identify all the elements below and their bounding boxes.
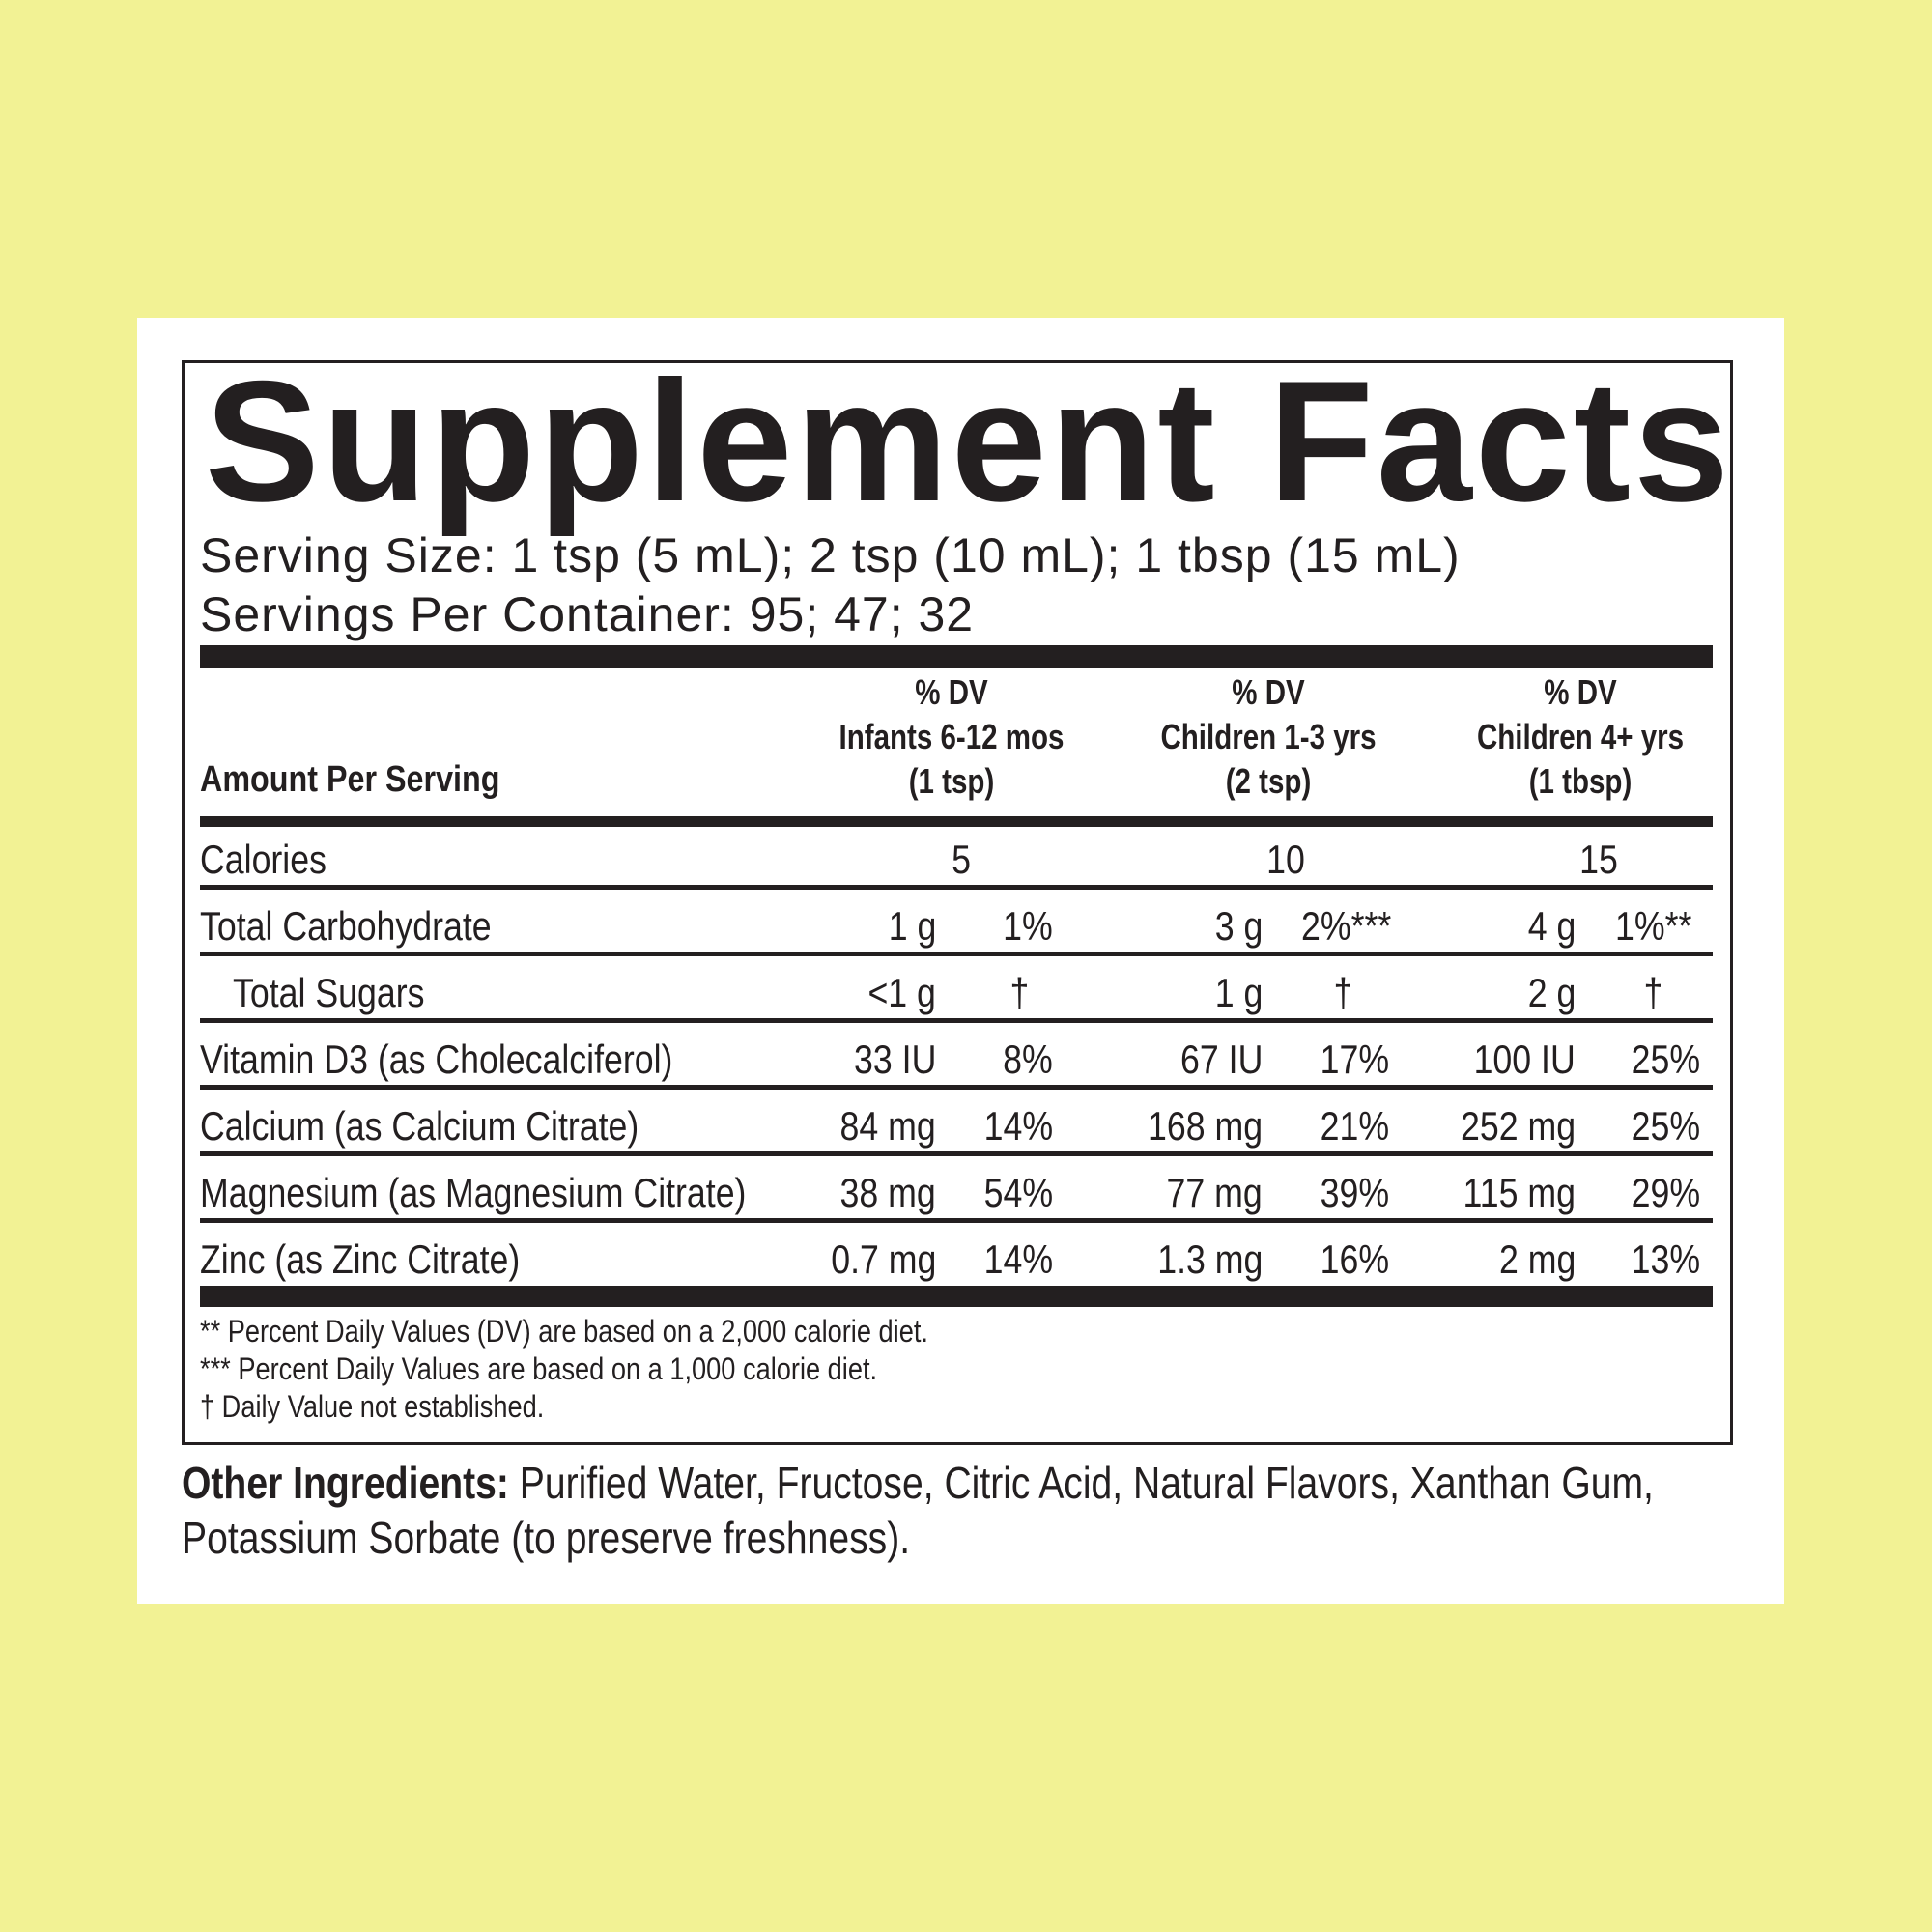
amount: 0.7 mg	[830, 1236, 936, 1282]
amount: 67 IU	[1179, 1037, 1263, 1082]
percent-dv: †	[1333, 970, 1352, 1015]
group-label: Infants 6-12 mos	[838, 717, 1065, 756]
dv-label: % DV	[1232, 672, 1305, 712]
calories-children-4plus: 15	[1579, 837, 1618, 882]
other-ingredients: Other Ingredients: Purified Water, Fruct…	[182, 1461, 1654, 1505]
amount: 100 IU	[1473, 1037, 1576, 1082]
amount: 115 mg	[1463, 1170, 1576, 1215]
footnote-marker: ***	[1350, 903, 1392, 949]
amount: 3 g	[1214, 903, 1263, 949]
serving-label: (2 tsp)	[1225, 761, 1312, 801]
group-label: Children 1-3 yrs	[1160, 717, 1377, 756]
percent-dv: 25%	[1631, 1103, 1700, 1149]
amount: 33 IU	[853, 1037, 936, 1082]
header-divider	[200, 816, 1713, 827]
percent-dv: 54%	[983, 1170, 1053, 1215]
other-ingredients-continued: Potassium Sorbate (to preserve freshness…	[182, 1513, 911, 1563]
amount: 38 mg	[839, 1170, 936, 1215]
nutrient-row: Zinc (as Zinc Citrate) 0.7 mg 14% 1.3 mg…	[200, 1227, 1713, 1291]
footnote-2000-calorie: ** Percent Daily Values (DV) are based o…	[200, 1314, 928, 1349]
row-label: Total Carbohydrate	[200, 903, 492, 949]
amount: 84 mg	[839, 1103, 936, 1149]
percent-dv: 29%	[1631, 1170, 1700, 1215]
nutrient-row: Vitamin D3 (as Cholecalciferol) 33 IU 8%…	[200, 1027, 1713, 1091]
serving-size: Serving Size: 1 tsp (5 mL); 2 tsp (10 mL…	[200, 528, 1461, 582]
thick-divider	[200, 645, 1713, 668]
nutrient-row: Total Carbohydrate 1 g 1% 3 g 2%*** 4 g …	[200, 894, 1713, 957]
row-divider	[200, 1018, 1713, 1023]
footnote-dv-not-established: † Daily Value not established.	[200, 1389, 545, 1424]
column-header-children-1-3: % DV Children 1-3 yrs (2 tsp)	[1150, 670, 1387, 804]
percent-value: 1%	[1003, 903, 1053, 949]
label-title: Supplement Facts	[205, 345, 1733, 537]
percent-dv: 8%	[1003, 1037, 1053, 1082]
other-ingredients-label: Other Ingredients:	[182, 1458, 509, 1508]
percent-dv: 2%***	[1301, 903, 1391, 950]
serving-label: (1 tbsp)	[1528, 761, 1633, 801]
percent-value: 1%	[1615, 903, 1665, 949]
amount: 168 mg	[1147, 1103, 1263, 1149]
percent-dv: 1%	[1003, 903, 1053, 950]
column-header-infants: % DV Infants 6-12 mos (1 tsp)	[833, 670, 1070, 804]
row-label: Zinc (as Zinc Citrate)	[200, 1236, 521, 1282]
amount: 1 g	[1214, 970, 1263, 1015]
row-divider	[200, 952, 1713, 956]
row-label: Vitamin D3 (as Cholecalciferol)	[200, 1037, 673, 1082]
servings-per-container: Servings Per Container: 95; 47; 32	[200, 587, 975, 641]
amount-per-serving-heading: Amount Per Serving	[200, 759, 500, 800]
percent-dv: 21%	[1320, 1103, 1389, 1149]
other-ingredients-text: Purified Water, Fructose, Citric Acid, N…	[508, 1458, 1654, 1508]
dv-label: % DV	[1544, 672, 1617, 712]
row-divider	[200, 885, 1713, 890]
row-divider	[200, 1085, 1713, 1090]
amount: 252 mg	[1460, 1103, 1576, 1149]
amount: 2 mg	[1498, 1236, 1576, 1282]
percent-dv: 14%	[983, 1103, 1053, 1149]
percent-dv: 39%	[1320, 1170, 1389, 1215]
footnote-1000-calorie: *** Percent Daily Values are based on a …	[200, 1351, 878, 1386]
group-label: Children 4+ yrs	[1476, 717, 1685, 756]
percent-dv: 25%	[1631, 1037, 1700, 1082]
percent-dv: 16%	[1320, 1236, 1389, 1282]
percent-dv: †	[1643, 970, 1662, 1015]
amount: 77 mg	[1166, 1170, 1263, 1215]
percent-dv: †	[1009, 970, 1029, 1015]
nutrient-row: Total Sugars <1 g † 1 g † 2 g †	[200, 960, 1713, 1024]
amount: <1 g	[867, 970, 936, 1015]
percent-value: 2%	[1301, 903, 1351, 949]
amount: 1 g	[888, 903, 936, 949]
row-label: Calories	[200, 837, 327, 882]
calories-children-1-3: 10	[1266, 837, 1305, 882]
dv-label: % DV	[915, 672, 988, 712]
row-divider	[200, 1151, 1713, 1156]
percent-dv: 13%	[1631, 1236, 1700, 1282]
amount: 2 g	[1527, 970, 1576, 1015]
percent-dv: 1%**	[1615, 903, 1691, 950]
row-label: Magnesium (as Magnesium Citrate)	[200, 1170, 747, 1215]
nutrient-row: Calcium (as Calcium Citrate) 84 mg 14% 1…	[200, 1094, 1713, 1157]
row-label: Total Sugars	[233, 970, 425, 1015]
amount: 1.3 mg	[1156, 1236, 1263, 1282]
calories-row: Calories 5 10 15	[200, 827, 1713, 891]
row-label: Calcium (as Calcium Citrate)	[200, 1103, 639, 1149]
nutrient-row: Magnesium (as Magnesium Citrate) 38 mg 5…	[200, 1160, 1713, 1224]
column-header-children-4plus: % DV Children 4+ yrs (1 tbsp)	[1462, 670, 1699, 804]
footnote-marker: **	[1664, 903, 1692, 949]
serving-label: (1 tsp)	[908, 761, 995, 801]
calories-infants: 5	[952, 837, 971, 882]
amount: 4 g	[1527, 903, 1576, 949]
bottom-thick-divider	[200, 1286, 1713, 1307]
supplement-facts-box	[182, 360, 1733, 1445]
percent-dv: 17%	[1320, 1037, 1389, 1082]
row-divider	[200, 1218, 1713, 1223]
label-panel	[137, 318, 1784, 1604]
percent-dv: 14%	[983, 1236, 1053, 1282]
